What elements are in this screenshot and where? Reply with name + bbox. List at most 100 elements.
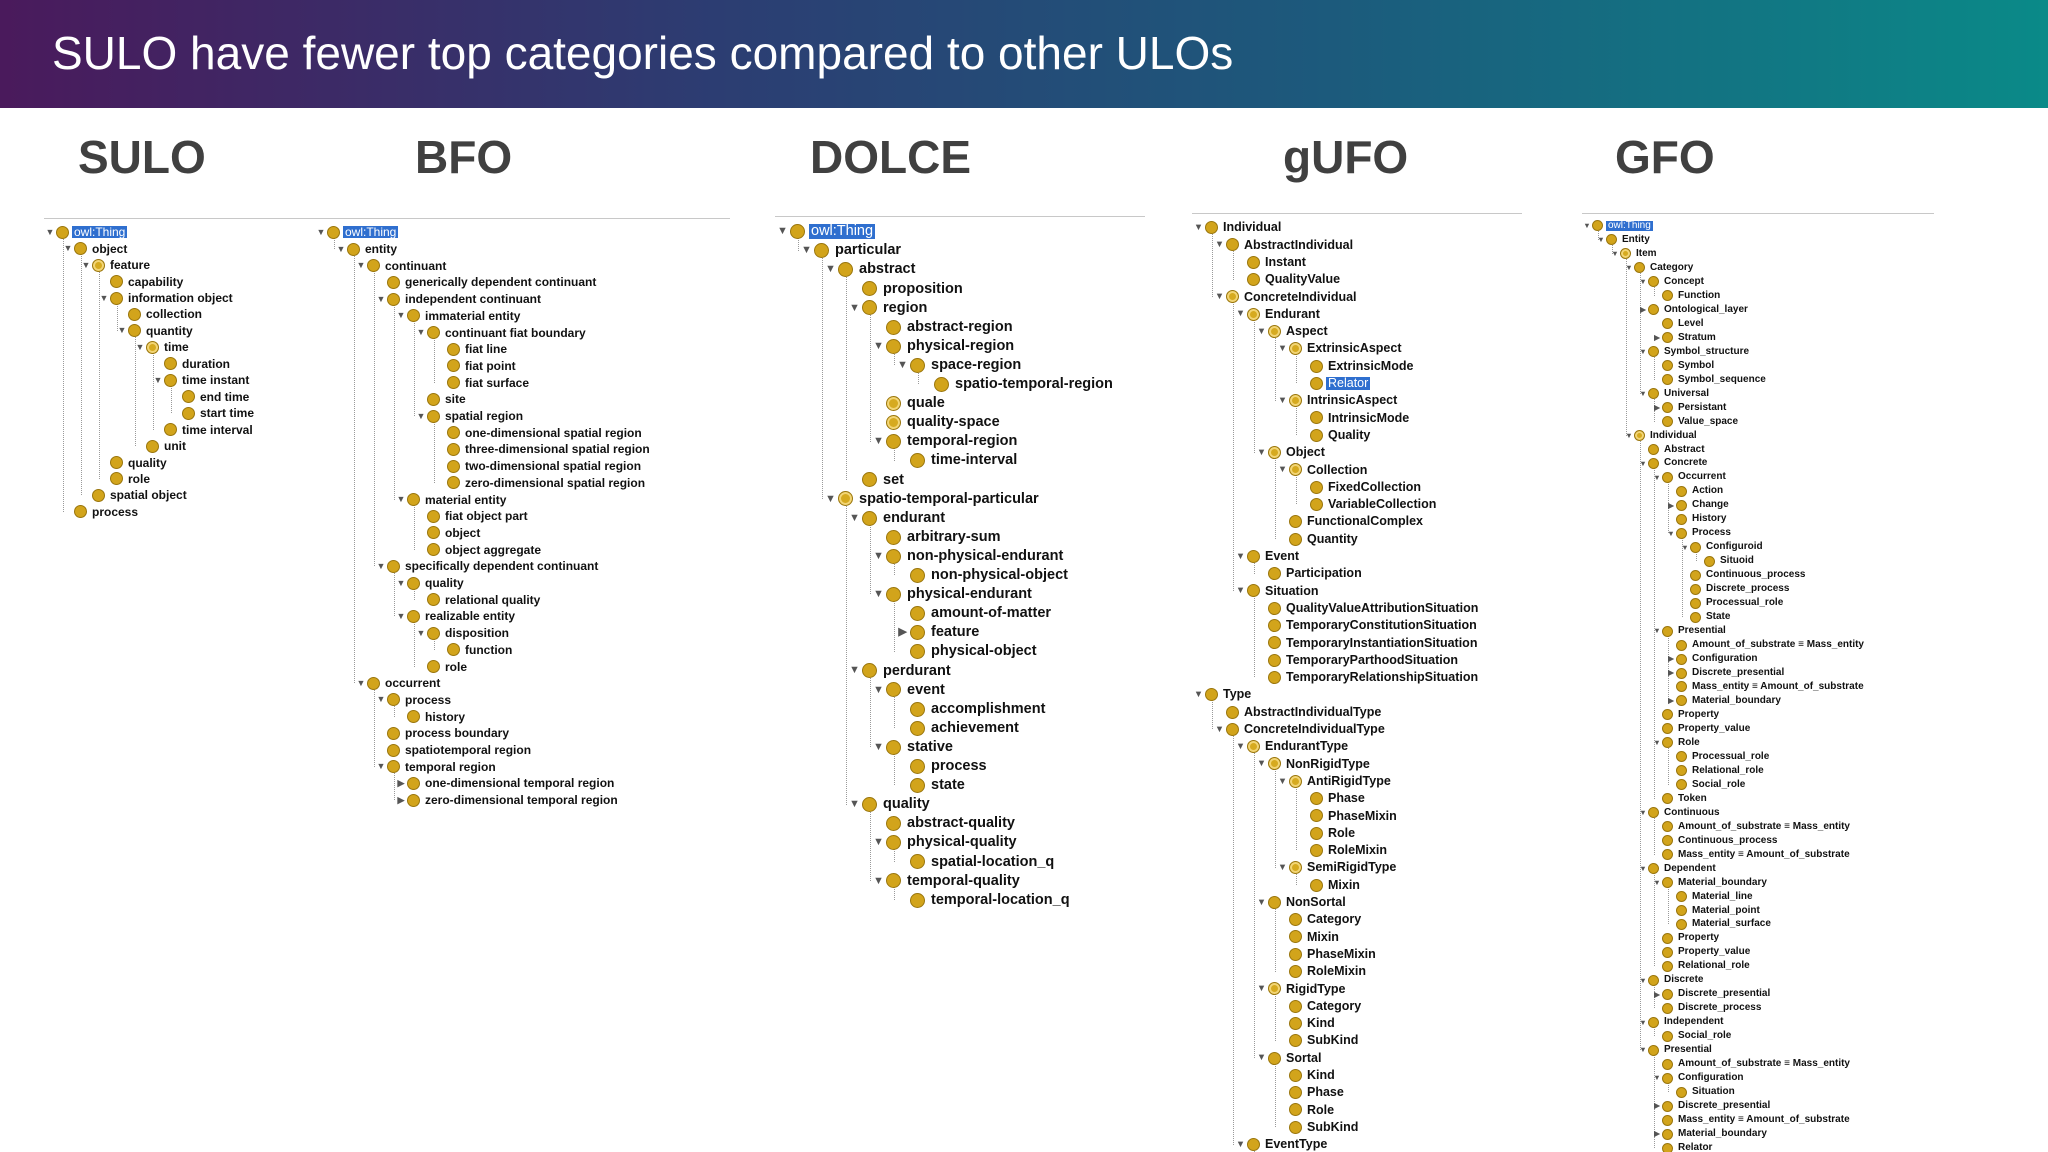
tree-node[interactable]: Function (1652, 289, 1722, 303)
collapsed-toggle-icon[interactable]: ▶ (1668, 500, 1674, 510)
tree-node[interactable]: ▼ EndurantType (1234, 738, 1350, 755)
tree-node[interactable]: Action (1666, 484, 1725, 498)
expand-toggle-icon[interactable]: ▼ (1681, 542, 1689, 552)
expand-toggle-icon[interactable]: ▼ (1583, 221, 1591, 231)
tree-node[interactable]: ▼ Role (1652, 736, 1702, 750)
tree-node[interactable]: spatial object (80, 487, 189, 503)
tree-node[interactable]: ▼ Dependent (1638, 862, 1718, 876)
tree-node[interactable]: site (415, 391, 468, 408)
tree-node[interactable]: ▼ spatio-temporal-particular (823, 489, 1041, 508)
expand-toggle-icon[interactable]: ▼ (1597, 235, 1605, 245)
tree-node[interactable]: TemporaryRelationshipSituation (1255, 669, 1480, 686)
tree-node[interactable]: ▼ Entity (1596, 233, 1652, 247)
tree-node[interactable]: ▼ independent continuant (375, 291, 543, 308)
tree-node[interactable]: ▼ Concrete (1638, 456, 1709, 470)
tree-node[interactable]: ▼ IntrinsicAspect (1276, 392, 1399, 409)
tree-node[interactable]: amount-of-matter (895, 604, 1053, 623)
expand-toggle-icon[interactable]: ▼ (849, 301, 860, 314)
expand-toggle-icon[interactable]: ▼ (1653, 472, 1661, 482)
tree-node[interactable]: ExtrinsicMode (1297, 357, 1415, 374)
expand-toggle-icon[interactable]: ▼ (825, 263, 836, 276)
expand-toggle-icon[interactable]: ▼ (1256, 325, 1267, 336)
expand-toggle-icon[interactable]: ▼ (873, 588, 884, 600)
tree-node[interactable]: object aggregate (415, 541, 543, 558)
expand-toggle-icon[interactable]: ▼ (873, 549, 884, 562)
expand-toggle-icon[interactable]: ▼ (1639, 388, 1647, 398)
tree-node[interactable]: ▼ Configuration (1652, 1071, 1746, 1085)
tree-node[interactable]: ▼ Continuous (1638, 806, 1722, 820)
tree-node[interactable]: ▼ Individual (1624, 429, 1699, 443)
expand-toggle-icon[interactable]: ▼ (1653, 738, 1661, 748)
tree-node[interactable]: ▼ NonRigidType (1255, 755, 1372, 772)
expand-toggle-icon[interactable]: ▼ (1639, 863, 1647, 873)
tree-node[interactable]: ▼ non-physical-endurant (871, 547, 1065, 566)
expand-toggle-icon[interactable]: ▼ (1256, 758, 1267, 769)
collapsed-toggle-icon[interactable]: ▶ (1654, 989, 1660, 999)
tree-node[interactable]: Discrete_process (1680, 582, 1791, 596)
tree-node[interactable]: arbitrary-sum (871, 528, 1002, 547)
tree-node[interactable]: fiat point (435, 358, 518, 375)
tree-node[interactable]: Amount_of_substrate ≡ Mass_entity (1652, 1057, 1852, 1071)
tree-node[interactable]: ▼ AbstractIndividual (1213, 236, 1355, 253)
tree-node[interactable]: ▼ physical-region (871, 337, 1016, 356)
tree-node[interactable]: Level (1652, 317, 1706, 331)
expand-toggle-icon[interactable]: ▼ (117, 325, 127, 336)
expand-toggle-icon[interactable]: ▼ (416, 410, 426, 421)
tree-node[interactable]: abstract-region (871, 318, 1015, 337)
tree-node[interactable]: ▼ time instant (152, 372, 251, 388)
tree-node[interactable]: ▼ AntiRigidType (1276, 773, 1393, 790)
tree-node[interactable]: ▼ entity (335, 241, 399, 258)
expand-toggle-icon[interactable]: ▼ (1235, 585, 1246, 596)
expand-toggle-icon[interactable]: ▼ (1639, 277, 1647, 287)
tree-node[interactable]: fiat object part (415, 508, 530, 525)
tree-node[interactable]: achievement (895, 719, 1021, 738)
tree-node[interactable]: VariableCollection (1297, 496, 1438, 513)
tree-node[interactable]: temporal-location_q (895, 891, 1072, 910)
tree-node[interactable]: ▼ Universal (1638, 387, 1711, 401)
tree-node[interactable]: Role (1297, 825, 1357, 842)
expand-toggle-icon[interactable]: ▼ (1653, 626, 1661, 636)
tree-node[interactable]: ▶ Material_boundary (1666, 694, 1783, 708)
tree-node[interactable]: State (1680, 610, 1732, 624)
tree-node[interactable]: PhaseMixin (1276, 946, 1378, 963)
tree-node[interactable]: ▼ Process (1666, 526, 1733, 540)
tree-node[interactable]: ▼ EventType (1234, 1136, 1329, 1152)
expand-toggle-icon[interactable]: ▼ (873, 740, 884, 753)
expand-toggle-icon[interactable]: ▼ (1235, 550, 1246, 561)
tree-node[interactable]: Social_role (1666, 778, 1747, 792)
tree-node[interactable]: ▼ event (871, 680, 947, 699)
expand-toggle-icon[interactable]: ▼ (825, 492, 836, 505)
tree-node[interactable]: ▶ Discrete_presential (1652, 987, 1772, 1001)
expand-toggle-icon[interactable]: ▼ (873, 874, 884, 887)
tree-node[interactable]: ▼ Independent (1638, 1015, 1725, 1029)
tree-node[interactable]: Material_point (1666, 904, 1762, 918)
tree-node[interactable]: spatial-location_q (895, 852, 1056, 871)
expand-toggle-icon[interactable]: ▼ (1277, 343, 1288, 354)
tree-node[interactable]: Situoid (1694, 554, 1756, 568)
tree-node[interactable]: ▼ Presential (1652, 624, 1728, 638)
tree-node[interactable]: Kind (1276, 1067, 1337, 1084)
tree-node[interactable]: ▼ Discrete (1638, 973, 1705, 987)
expand-toggle-icon[interactable]: ▼ (1214, 291, 1225, 302)
expand-toggle-icon[interactable]: ▼ (1277, 862, 1288, 873)
tree-node[interactable]: Situation (1666, 1085, 1737, 1099)
tree-node[interactable]: role (98, 471, 152, 487)
expand-toggle-icon[interactable]: ▼ (1625, 263, 1633, 273)
tree-node[interactable]: ▼ quality (395, 575, 466, 592)
tree-node[interactable]: collection (116, 306, 204, 322)
tree-node[interactable]: ▼ ConcreteIndividual (1213, 288, 1359, 305)
tree-node[interactable]: SubKind (1276, 1032, 1360, 1049)
tree-node[interactable]: FixedCollection (1297, 479, 1423, 496)
expand-toggle-icon[interactable]: ▼ (1277, 464, 1288, 475)
expand-toggle-icon[interactable]: ▼ (416, 327, 426, 338)
expand-toggle-icon[interactable]: ▼ (1235, 308, 1246, 319)
expand-toggle-icon[interactable]: ▼ (1277, 775, 1288, 786)
tree-node[interactable]: Mass_entity ≡ Amount_of_substrate (1666, 680, 1866, 694)
tree-node[interactable]: Amount_of_substrate ≡ Mass_entity (1666, 638, 1866, 652)
tree-node[interactable]: Processual_role (1680, 596, 1785, 610)
expand-toggle-icon[interactable]: ▼ (873, 339, 884, 352)
tree-node[interactable]: ▼ endurant (847, 509, 947, 528)
tree-node[interactable]: TemporaryInstantiationSituation (1255, 634, 1479, 651)
tree-node[interactable]: Social_role (1652, 1029, 1733, 1043)
tree-node[interactable]: Phase (1276, 1084, 1346, 1101)
